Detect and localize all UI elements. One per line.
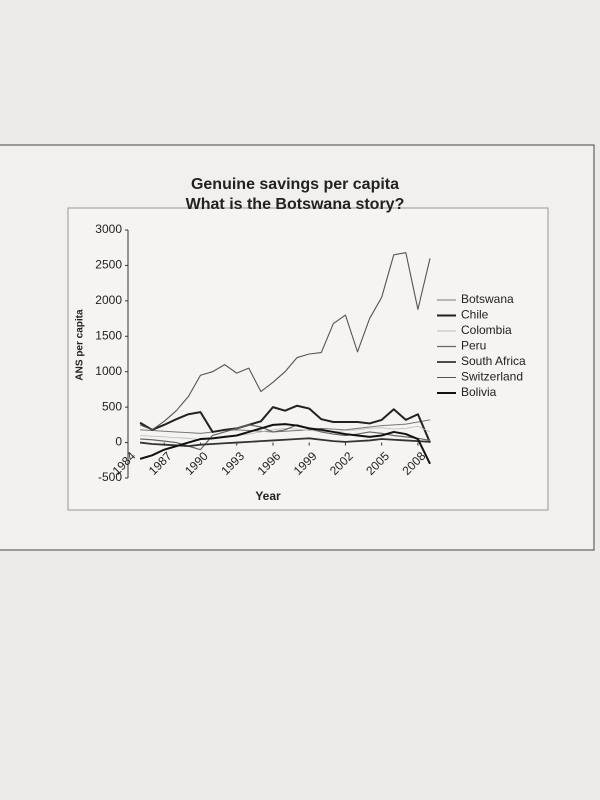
y-tick-label: 1500	[95, 328, 122, 342]
legend-label: South Africa	[461, 354, 526, 368]
y-tick-label: 3000	[95, 222, 122, 236]
chart-area	[67, 207, 549, 511]
y-tick-label: -500	[98, 470, 122, 484]
series-line	[140, 419, 431, 434]
series-line	[139, 252, 431, 431]
y-tick-label: 2000	[95, 293, 122, 307]
y-tick-label: 2500	[95, 258, 122, 272]
series-line	[139, 404, 431, 443]
y-tick-label: 1000	[95, 364, 122, 378]
series-line	[140, 425, 431, 441]
series-line	[139, 423, 431, 465]
legend-label: Peru	[461, 339, 486, 353]
legend-label: Colombia	[461, 323, 512, 337]
y-tick-label: 0	[115, 435, 122, 449]
legend-label: Switzerland	[461, 370, 523, 384]
legend-label: Botswana	[461, 292, 514, 306]
chart-subtitle: What is the Botswana story?	[186, 196, 405, 213]
x-axis-title: Year	[255, 489, 281, 503]
legend-label: Bolivia	[461, 385, 497, 399]
series-line	[139, 437, 431, 448]
y-tick-label: 500	[102, 399, 122, 413]
chart-title: Genuine savings per capita	[191, 176, 399, 193]
legend-label: Chile	[461, 308, 489, 322]
y-axis-title: ANS per capita	[75, 309, 86, 381]
